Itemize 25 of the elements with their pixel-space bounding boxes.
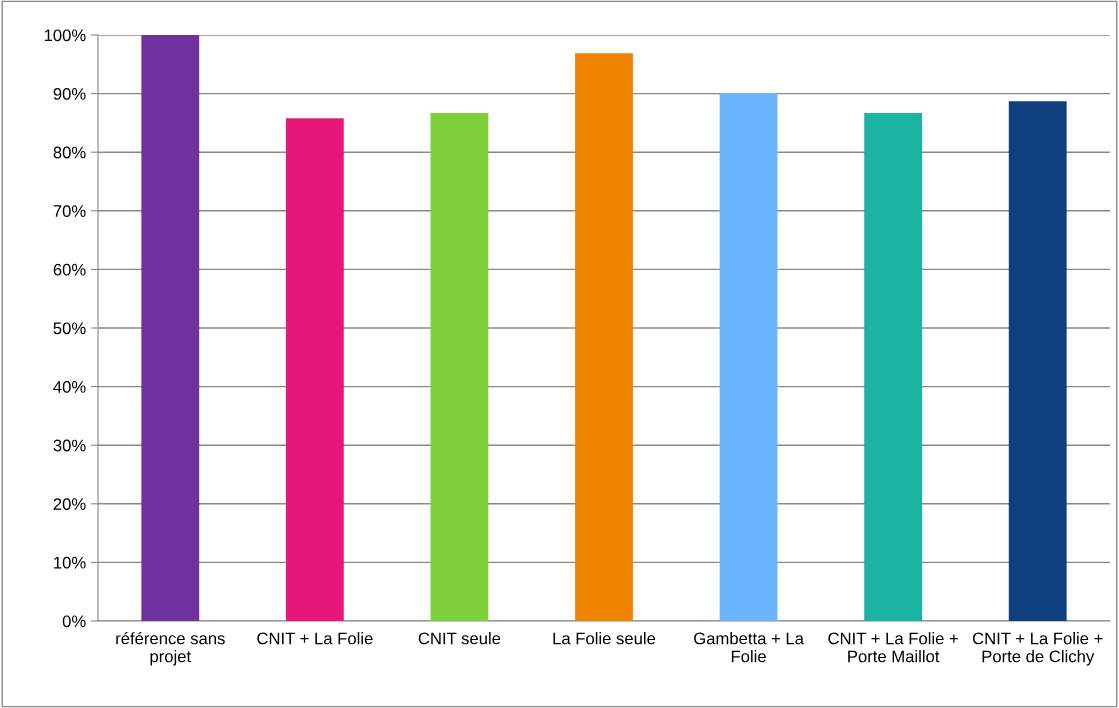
x-tick-label: Gambetta + La Folie <box>694 632 804 663</box>
y-tick-label: 10% <box>54 556 86 569</box>
y-tick-label: 100% <box>44 29 86 42</box>
x-tick-label: CNIT + La Folie + Porte Maillot <box>828 632 958 663</box>
y-tick-label: 30% <box>53 439 86 452</box>
y-tick-label: 60% <box>53 263 86 276</box>
bar <box>575 53 633 621</box>
y-tick-label: 20% <box>53 498 86 510</box>
bar <box>1008 101 1067 621</box>
bar <box>141 35 200 621</box>
x-tick-label: La Folie seule <box>553 632 656 645</box>
bar <box>285 118 344 621</box>
bar <box>430 112 489 621</box>
y-tick-label: 50% <box>53 322 86 335</box>
y-tick-label: 80% <box>53 146 86 159</box>
x-tick-label: référence sans projet <box>116 631 225 666</box>
y-tick-label: 70% <box>53 205 86 217</box>
x-tick-label: CNIT seule <box>418 632 501 645</box>
x-tick-label: CNIT + La Folie + Porte de Clichy <box>972 632 1103 666</box>
y-tick-label: 0% <box>62 615 86 628</box>
x-tick-label: CNIT + La Folie <box>257 632 373 645</box>
y-tick-label: 40% <box>53 381 86 393</box>
bar <box>864 112 923 621</box>
y-tick-label: 90% <box>53 88 86 100</box>
bar <box>719 93 778 621</box>
